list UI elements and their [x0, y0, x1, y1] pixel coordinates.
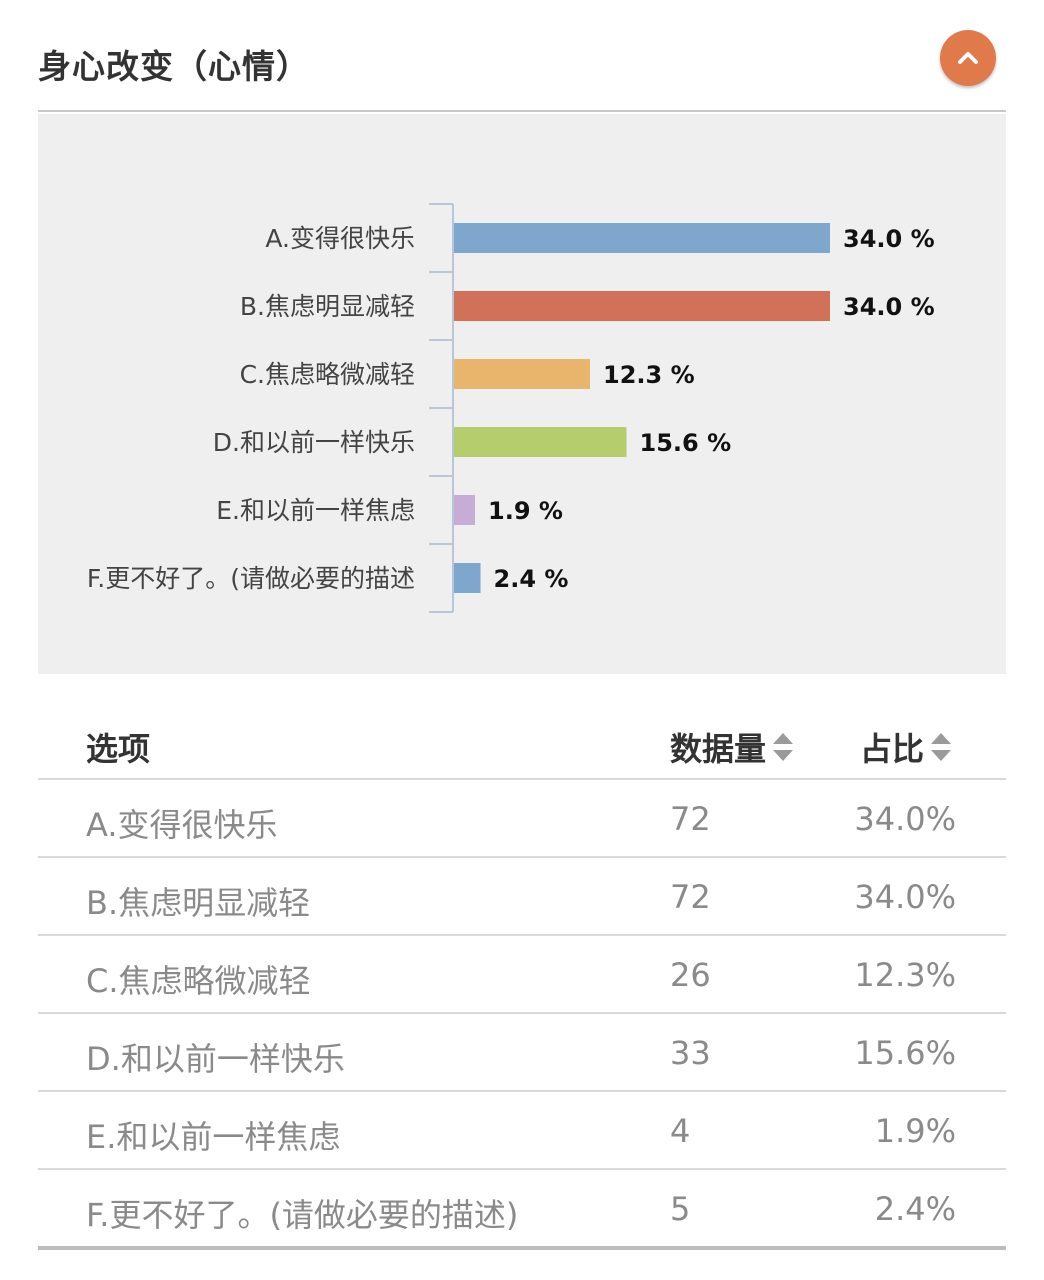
row-count: 4: [670, 1112, 691, 1150]
category-label: D.和以前一样快乐: [213, 428, 415, 457]
row-percent: 34.0%: [854, 878, 956, 916]
row-percent: 2.4%: [874, 1190, 956, 1228]
table-row: E.和以前一样焦虑 4 1.9%: [38, 1092, 1006, 1170]
bar-value-label: 15.6 %: [640, 429, 732, 457]
row-percent: 12.3%: [854, 956, 956, 994]
bar-value-label: 34.0 %: [843, 225, 935, 253]
row-option: B.焦虑明显减轻: [86, 884, 311, 922]
bar-value-label: 2.4 %: [494, 565, 569, 593]
table-row: F.更不好了。(请做必要的描述) 5 2.4%: [38, 1170, 1006, 1250]
bar-value-label: 34.0 %: [843, 293, 935, 321]
category-label: B.焦虑明显减轻: [240, 292, 415, 321]
bar-chart-panel: A.变得很快乐 34.0 % B.焦虑明显减轻 34.0 % C.焦虑略微减轻 12.3 …: [38, 114, 1006, 674]
row-count: 26: [670, 956, 711, 994]
row-option: F.更不好了。(请做必要的描述): [86, 1196, 519, 1234]
header-count-label: 数据量: [670, 730, 767, 768]
row-percent: 34.0%: [854, 800, 956, 838]
category-label: F.更不好了。(请做必要的描述: [87, 564, 415, 593]
row-percent: 1.9%: [874, 1112, 956, 1150]
row-option: E.和以前一样焦虑: [86, 1118, 341, 1156]
header-count[interactable]: 数据量: [670, 724, 794, 770]
header-percent-label: 占比: [860, 730, 925, 768]
header-percent[interactable]: 占比: [860, 724, 952, 770]
category-label: A.变得很快乐: [265, 224, 415, 253]
bar: [454, 563, 481, 593]
table-row: D.和以前一样快乐 33 15.6%: [38, 1014, 1006, 1092]
table-row: A.变得很快乐 72 34.0%: [38, 780, 1006, 858]
bar-value-label: 1.9 %: [488, 497, 563, 525]
row-count: 5: [670, 1190, 691, 1228]
row-option: A.变得很快乐: [86, 806, 278, 844]
bar: [454, 291, 830, 321]
table-header-row: 选项 数据量 占比: [38, 700, 1006, 780]
question-header: 身心改变（心情）: [38, 28, 1006, 112]
bar: [454, 495, 476, 525]
bar: [454, 359, 591, 389]
row-percent: 15.6%: [854, 1034, 956, 1072]
row-option: C.焦虑略微减轻: [86, 962, 311, 1000]
category-label: E.和以前一样焦虑: [216, 496, 415, 525]
table-row: B.焦虑明显减轻 72 34.0%: [38, 858, 1006, 936]
sort-percent-icon[interactable]: [930, 731, 952, 763]
category-label: C.焦虑略微减轻: [240, 360, 415, 389]
bar: [454, 427, 627, 457]
row-option: D.和以前一样快乐: [86, 1040, 345, 1078]
row-count: 72: [670, 878, 711, 916]
row-count: 33: [670, 1034, 711, 1072]
sort-count-icon[interactable]: [772, 731, 794, 763]
chevron-up-icon: [958, 52, 978, 64]
row-count: 72: [670, 800, 711, 838]
collapse-button[interactable]: [940, 30, 996, 86]
bar-chart: A.变得很快乐 34.0 % B.焦虑明显减轻 34.0 % C.焦虑略微减轻 12.3 …: [87, 203, 935, 613]
bar-value-label: 12.3 %: [603, 361, 695, 389]
table-row: C.焦虑略微减轻 26 12.3%: [38, 936, 1006, 1014]
question-title: 身心改变（心情）: [38, 47, 310, 86]
bar: [454, 223, 830, 253]
result-table: 选项 数据量 占比 A.变得很快乐 72 34.0% B.焦虑明显减轻 72 3…: [38, 700, 1006, 1250]
header-option: 选项: [86, 730, 151, 768]
